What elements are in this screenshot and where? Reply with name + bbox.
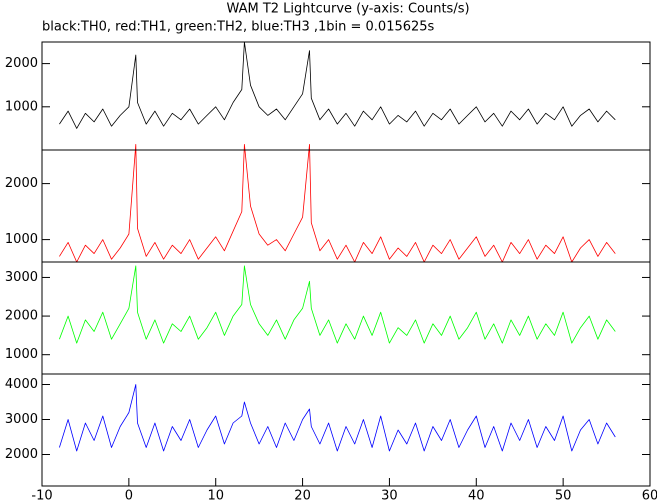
chart-subtitle: black:TH0, red:TH1, green:TH2, blue:TH3 … — [42, 20, 435, 35]
x-tick-label: -10 — [31, 489, 52, 504]
light-curve — [59, 144, 616, 263]
x-tick-label: 0 — [125, 489, 133, 504]
x-tick-label: 50 — [555, 489, 572, 504]
y-tick-label: 4000 — [5, 377, 38, 392]
y-tick-label: 2000 — [5, 176, 38, 191]
y-tick-label: 3000 — [5, 412, 38, 427]
y-tick-label: 1000 — [5, 347, 38, 362]
chart-title: WAM T2 Lightcurve (y-axis: Counts/s) — [226, 2, 469, 17]
light-curve — [59, 384, 616, 452]
x-tick-label: 30 — [381, 489, 398, 504]
x-tick-label: 40 — [468, 489, 485, 504]
y-tick-label: 2000 — [5, 309, 38, 324]
x-tick-label: 20 — [294, 489, 311, 504]
y-tick-label: 1000 — [5, 99, 38, 114]
light-curve — [59, 41, 616, 129]
panel-frame — [41, 41, 651, 151]
y-tick-label: 2000 — [5, 447, 38, 462]
y-tick-label: 3000 — [5, 270, 38, 285]
y-tick-label: 1000 — [5, 232, 38, 247]
y-tick-label: 2000 — [5, 56, 38, 71]
x-tick-label: 10 — [207, 489, 224, 504]
x-tick-label: 60 — [642, 489, 657, 504]
light-curve — [59, 265, 616, 344]
panel-frame — [41, 261, 651, 375]
panel-frame — [41, 373, 651, 487]
